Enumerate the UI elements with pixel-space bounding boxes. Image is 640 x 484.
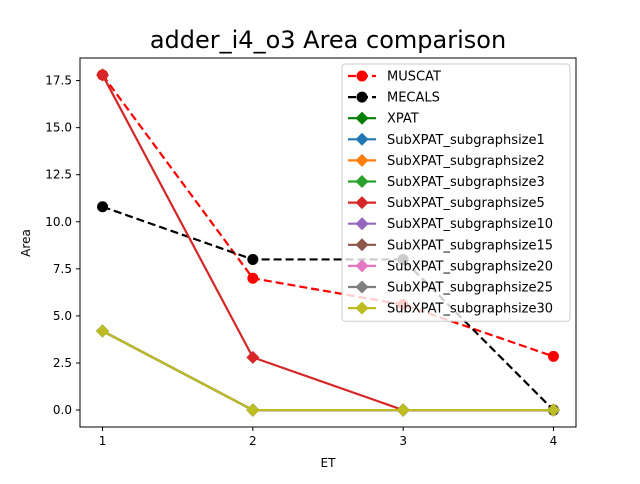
legend-label: SubXPAT_subgraphsize1 (387, 133, 545, 148)
y-tick-label: 10.0 (45, 215, 72, 229)
series-8 (96, 324, 560, 417)
series-12 (96, 324, 560, 417)
legend-marker (356, 70, 368, 82)
x-tick-label: 3 (399, 434, 407, 448)
legend-label: SubXPAT_subgraphsize30 (387, 302, 553, 317)
data-point (246, 403, 260, 417)
series-5 (96, 324, 560, 417)
legend-label: SubXPAT_subgraphsize5 (387, 196, 545, 211)
legend-marker (355, 280, 369, 294)
y-tick-label: 17.5 (45, 74, 72, 88)
series-1 (97, 69, 559, 362)
y-tick-label: 15.0 (45, 121, 72, 135)
legend-marker (355, 238, 369, 252)
legend: MUSCAT MECALS XPAT SubXPAT_subgraphsize1 Sub… (341, 63, 571, 322)
y-tick-label: 7.5 (53, 262, 72, 276)
legend-label: SubXPAT_subgraphsize10 (387, 217, 553, 232)
legend-entry: MUSCAT (348, 70, 441, 85)
legend-entry: SubXPAT_subgraphsize10 (348, 217, 553, 232)
legend-marker (355, 301, 369, 315)
legend-entry: SubXPAT_subgraphsize25 (348, 280, 553, 296)
legend-box (341, 63, 571, 322)
series-4 (96, 324, 560, 417)
legend-label: MECALS (387, 91, 440, 106)
legend-entry: SubXPAT_subgraphsize30 (348, 301, 553, 317)
y-tick-label: 2.5 (53, 356, 72, 370)
y-tick-label: 12.5 (45, 168, 72, 182)
y-tick-label: 5.0 (53, 309, 72, 323)
data-point (96, 68, 110, 82)
legend-marker (355, 174, 369, 189)
legend-entry: SubXPAT_subgraphsize5 (348, 196, 545, 211)
legend-label: SubXPAT_subgraphsize25 (387, 281, 553, 296)
series-9 (96, 324, 560, 417)
legend-entry: SubXPAT_subgraphsize2 (348, 153, 545, 169)
legend-entry: SubXPAT_subgraphsize1 (348, 132, 545, 148)
legend-label: SubXPAT_subgraphsize2 (387, 154, 545, 169)
legend-entry: SubXPAT_subgraphsize15 (348, 238, 553, 253)
legend-marker (355, 153, 369, 167)
series-6 (96, 324, 560, 417)
data-point (547, 350, 559, 362)
legend-label: SubXPAT_subgraphsize15 (387, 238, 553, 253)
x-tick-label: 1 (99, 434, 107, 448)
series-line (102, 205, 555, 411)
series-line (102, 330, 554, 412)
legend-marker (355, 111, 369, 125)
x-tick-label: 4 (550, 434, 558, 448)
data-point (546, 403, 560, 417)
data-point (247, 253, 259, 265)
legend-entry: XPAT (348, 111, 419, 127)
legend-label: SubXPAT_subgraphsize3 (387, 175, 545, 190)
data-point (396, 403, 410, 417)
series-line (101, 74, 554, 358)
legend-marker (356, 91, 368, 103)
x-axis-label: ET (321, 456, 337, 470)
legend-entry: SubXPAT_subgraphsize3 (348, 174, 545, 190)
legend-marker (355, 132, 369, 146)
data-point (247, 272, 259, 284)
y-axis-label: Area (19, 229, 33, 257)
data-point (96, 324, 110, 338)
legend-label: SubXPAT_subgraphsize20 (387, 259, 553, 274)
legend-label: XPAT (387, 112, 419, 127)
legend-entry: MECALS (348, 91, 440, 106)
chart-title: adder_i4_o3 Area comparison (150, 26, 506, 54)
legend-marker (355, 217, 369, 231)
plot-area: 1 2 3 4 0.0 2.5 5.0 7.5 10.0 12.5 15.0 17.5 (45, 57, 577, 448)
y-tick-label: 0.0 (53, 403, 72, 417)
plot-frame (79, 57, 577, 428)
series-3 (96, 324, 560, 417)
legend-entry: SubXPAT_subgraphsize20 (348, 259, 553, 274)
data-point (246, 350, 260, 364)
legend-label: MUSCAT (387, 70, 441, 85)
legend-marker (355, 196, 369, 210)
series-11 (96, 324, 560, 417)
series-10 (96, 324, 560, 417)
x-tick-label: 2 (249, 434, 257, 448)
legend-marker (355, 259, 369, 273)
data-point (97, 201, 109, 213)
